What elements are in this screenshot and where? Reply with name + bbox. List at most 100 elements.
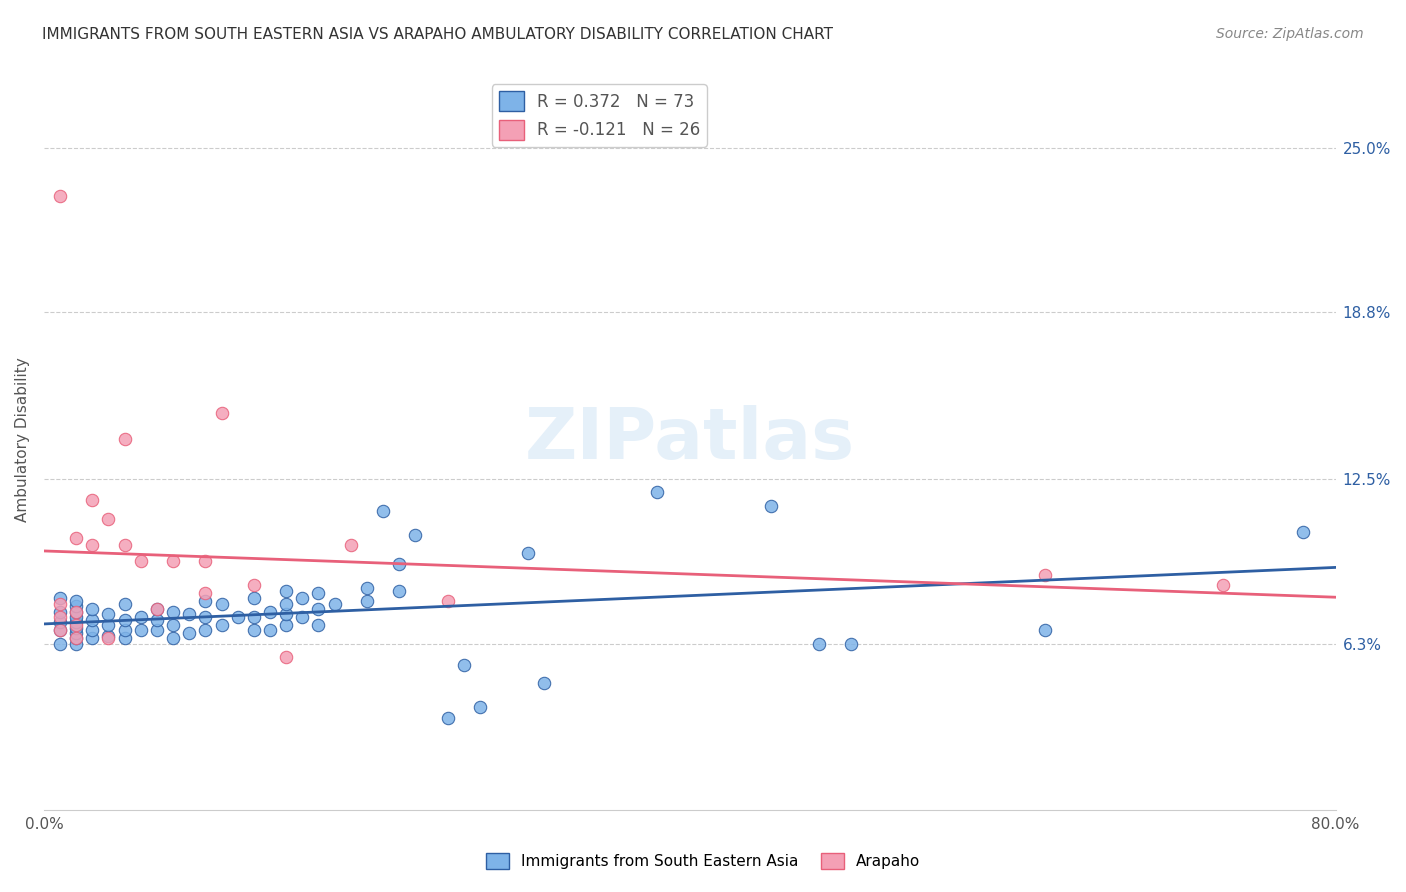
Point bbox=[274, 649, 297, 664]
Point bbox=[49, 188, 72, 202]
Text: Source: ZipAtlas.com: Source: ZipAtlas.com bbox=[1216, 27, 1364, 41]
Point bbox=[65, 626, 87, 640]
Point bbox=[388, 583, 411, 598]
Point bbox=[114, 433, 136, 447]
Point bbox=[647, 485, 669, 500]
Point bbox=[243, 610, 266, 624]
Point bbox=[1292, 525, 1315, 540]
Point bbox=[49, 591, 72, 606]
Point bbox=[404, 528, 426, 542]
Point bbox=[243, 591, 266, 606]
Point bbox=[49, 624, 72, 638]
Point bbox=[274, 618, 297, 632]
Point bbox=[97, 618, 120, 632]
Point bbox=[114, 631, 136, 645]
Point bbox=[339, 539, 361, 553]
Point bbox=[82, 631, 104, 645]
Point bbox=[49, 615, 72, 630]
Point bbox=[274, 597, 297, 611]
Point bbox=[65, 615, 87, 630]
Point bbox=[162, 605, 184, 619]
Point bbox=[307, 586, 329, 600]
Point bbox=[97, 512, 120, 526]
Point bbox=[114, 597, 136, 611]
Point bbox=[243, 624, 266, 638]
Point bbox=[436, 711, 458, 725]
Point bbox=[146, 624, 169, 638]
Point bbox=[114, 613, 136, 627]
Y-axis label: Ambulatory Disability: Ambulatory Disability bbox=[15, 357, 30, 522]
Point bbox=[162, 631, 184, 645]
Point bbox=[49, 605, 72, 619]
Point bbox=[259, 624, 281, 638]
Legend: Immigrants from South Eastern Asia, Arapaho: Immigrants from South Eastern Asia, Arap… bbox=[479, 847, 927, 875]
Point bbox=[65, 621, 87, 635]
Point bbox=[146, 602, 169, 616]
Point bbox=[453, 657, 475, 672]
Point bbox=[65, 605, 87, 619]
Point bbox=[759, 499, 782, 513]
Point bbox=[49, 636, 72, 650]
Point bbox=[194, 624, 217, 638]
Point bbox=[1212, 578, 1234, 592]
Point bbox=[65, 618, 87, 632]
Point bbox=[65, 631, 87, 645]
Point bbox=[194, 594, 217, 608]
Point bbox=[179, 607, 201, 622]
Point bbox=[82, 613, 104, 627]
Point bbox=[82, 602, 104, 616]
Point bbox=[194, 586, 217, 600]
Point bbox=[97, 629, 120, 643]
Point bbox=[65, 531, 87, 545]
Point bbox=[49, 624, 72, 638]
Point bbox=[307, 602, 329, 616]
Point bbox=[82, 493, 104, 508]
Point bbox=[194, 610, 217, 624]
Point bbox=[323, 597, 346, 611]
Point bbox=[274, 583, 297, 598]
Point bbox=[162, 618, 184, 632]
Point bbox=[533, 676, 555, 690]
Point bbox=[291, 591, 314, 606]
Point bbox=[468, 700, 491, 714]
Point bbox=[97, 631, 120, 645]
Point bbox=[82, 539, 104, 553]
Point bbox=[65, 636, 87, 650]
Point bbox=[65, 599, 87, 614]
Point bbox=[211, 618, 233, 632]
Point bbox=[1033, 624, 1056, 638]
Point bbox=[1033, 567, 1056, 582]
Point bbox=[162, 554, 184, 568]
Point bbox=[65, 631, 87, 645]
Point bbox=[259, 605, 281, 619]
Point bbox=[274, 607, 297, 622]
Point bbox=[211, 406, 233, 420]
Point bbox=[65, 610, 87, 624]
Point bbox=[49, 610, 72, 624]
Point bbox=[129, 610, 152, 624]
Point bbox=[371, 504, 394, 518]
Text: ZIPatlas: ZIPatlas bbox=[524, 405, 855, 474]
Point bbox=[436, 594, 458, 608]
Point bbox=[129, 554, 152, 568]
Point bbox=[97, 607, 120, 622]
Point bbox=[114, 539, 136, 553]
Text: IMMIGRANTS FROM SOUTH EASTERN ASIA VS ARAPAHO AMBULATORY DISABILITY CORRELATION : IMMIGRANTS FROM SOUTH EASTERN ASIA VS AR… bbox=[42, 27, 834, 42]
Point bbox=[146, 613, 169, 627]
Point bbox=[194, 554, 217, 568]
Point bbox=[114, 624, 136, 638]
Point bbox=[226, 610, 249, 624]
Point bbox=[243, 578, 266, 592]
Point bbox=[179, 626, 201, 640]
Point bbox=[356, 581, 378, 595]
Point bbox=[291, 610, 314, 624]
Point bbox=[65, 605, 87, 619]
Point bbox=[146, 602, 169, 616]
Point bbox=[211, 597, 233, 611]
Point bbox=[839, 636, 862, 650]
Point bbox=[49, 597, 72, 611]
Point bbox=[65, 594, 87, 608]
Point bbox=[517, 546, 540, 560]
Point bbox=[307, 618, 329, 632]
Point bbox=[82, 624, 104, 638]
